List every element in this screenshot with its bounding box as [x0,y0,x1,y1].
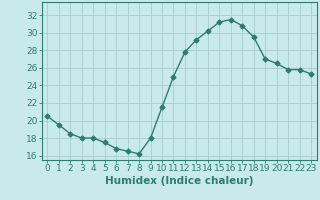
X-axis label: Humidex (Indice chaleur): Humidex (Indice chaleur) [105,176,253,186]
